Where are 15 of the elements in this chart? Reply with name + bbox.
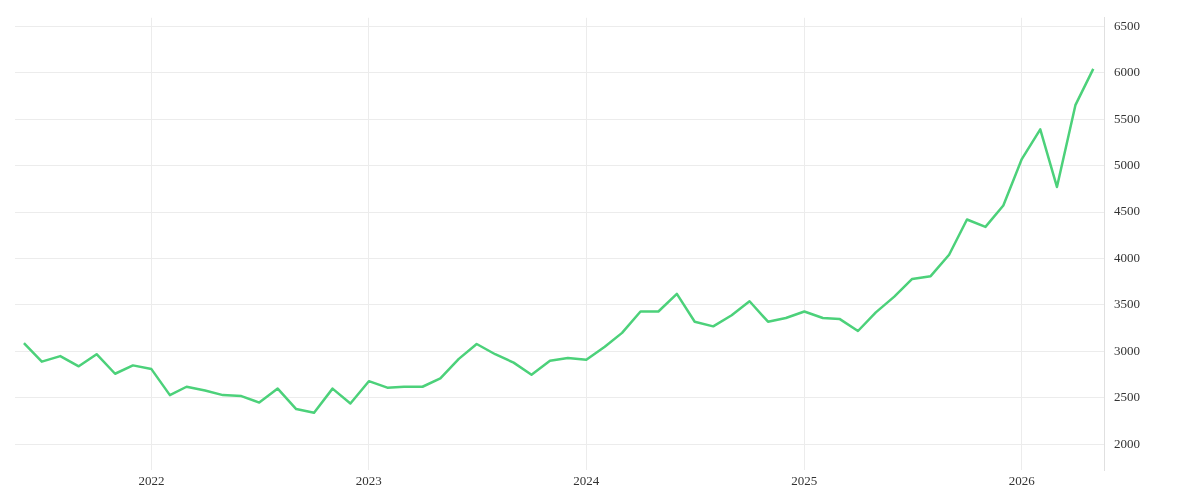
x-tick-label: 2025 [791,472,818,488]
y-tick-label: 6500 [1114,17,1140,33]
y-tick-label: 5000 [1114,156,1140,172]
y-tick-label: 5500 [1114,110,1140,126]
x-tick-label: 2022 [138,472,165,488]
x-tick-label: 2024 [573,472,600,488]
y-tick-label: 3000 [1114,342,1140,358]
y-tick-label: 2000 [1114,435,1140,451]
x-tick-label: 2023 [355,472,382,488]
y-tick-label: 6000 [1114,64,1140,80]
x-tick-label: 2026 [1008,472,1036,488]
y-tick-label: 2500 [1114,389,1140,405]
y-tick-label: 4000 [1114,249,1140,265]
y-tick-label: 4500 [1114,203,1140,219]
y-tick-label: 3500 [1114,296,1140,312]
